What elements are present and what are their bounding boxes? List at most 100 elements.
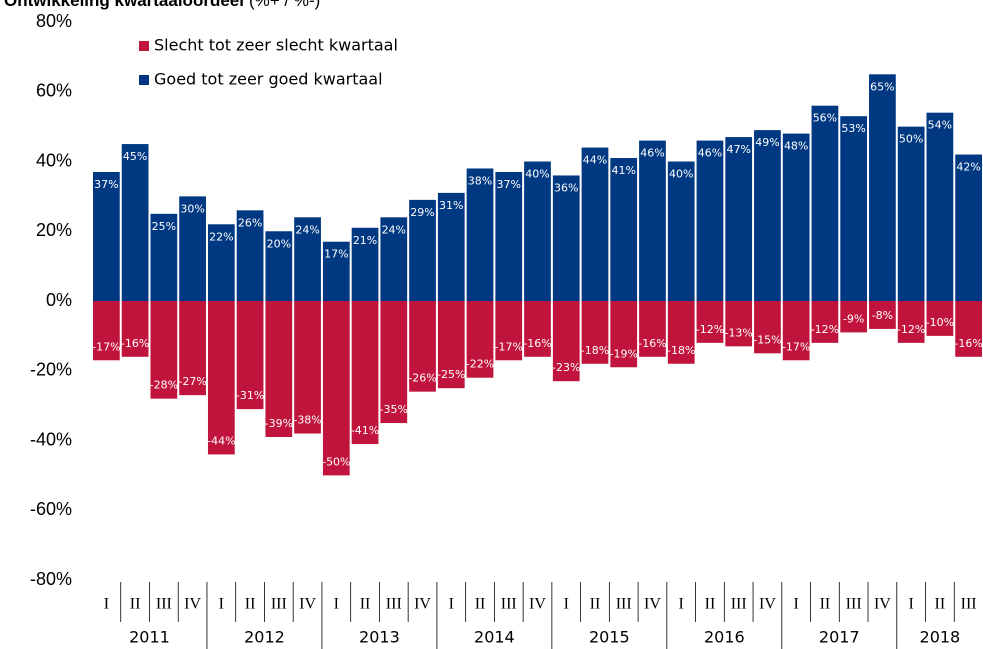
y-tick-label: 20%	[36, 220, 72, 240]
x-tick-label: III	[731, 596, 747, 613]
bar	[754, 130, 781, 301]
bar	[667, 301, 695, 364]
bar	[351, 227, 379, 301]
bar	[552, 175, 580, 301]
bar	[725, 137, 753, 301]
value-label: 48%	[784, 140, 808, 153]
value-label: -13%	[724, 326, 752, 339]
x-tick-label: III	[616, 596, 632, 613]
value-label: -17%	[495, 340, 523, 353]
year-label: 2015	[589, 628, 630, 647]
value-label: -39%	[265, 417, 293, 430]
x-tick-label: IV	[184, 596, 201, 613]
x-tick-label: II	[245, 596, 256, 613]
bar	[696, 140, 724, 301]
value-label: 56%	[813, 112, 837, 125]
value-label: -17%	[92, 340, 120, 353]
bar	[179, 301, 206, 396]
subtitle: (%+ / %-)	[249, 0, 320, 10]
bar	[466, 168, 494, 301]
bar	[581, 301, 609, 364]
value-label: 30%	[180, 202, 204, 215]
legend-swatch	[139, 41, 149, 51]
x-tick-label: I	[334, 596, 339, 613]
x-tick-label: II	[130, 596, 141, 613]
bar	[610, 301, 638, 368]
x-tick-label: II	[935, 596, 946, 613]
bar	[207, 224, 235, 301]
bar	[495, 301, 523, 361]
value-label: -12%	[696, 323, 724, 336]
value-label: -35%	[380, 403, 408, 416]
value-label: 49%	[755, 136, 779, 149]
bar	[322, 301, 350, 476]
x-tick-label: I	[908, 596, 913, 613]
value-label: 40%	[669, 168, 693, 181]
value-label: -31%	[236, 389, 264, 402]
x-tick-label: IV	[414, 596, 431, 613]
bar	[93, 171, 120, 301]
value-label: -38%	[293, 414, 321, 427]
bar	[409, 301, 436, 392]
value-label: -15%	[753, 333, 781, 346]
year-label: 2018	[920, 628, 961, 647]
bar	[667, 161, 695, 301]
value-label: 24%	[295, 223, 319, 236]
value-label: 46%	[640, 147, 664, 160]
value-label: 40%	[525, 168, 549, 181]
bar	[926, 112, 954, 301]
value-label: 38%	[468, 174, 492, 187]
y-tick-label: -60%	[30, 499, 72, 519]
bar	[552, 301, 580, 382]
x-tick-label: I	[104, 596, 109, 613]
value-label: -16%	[523, 337, 551, 350]
bar	[524, 301, 551, 357]
bar	[754, 301, 781, 354]
bar	[265, 301, 293, 438]
value-label: 47%	[726, 143, 750, 156]
bar	[897, 301, 925, 343]
value-label: 44%	[583, 154, 607, 167]
value-label: 24%	[382, 223, 406, 236]
value-label: 65%	[870, 80, 894, 93]
bar	[207, 301, 235, 455]
bar	[581, 147, 609, 301]
value-label: 29%	[410, 206, 434, 219]
bar	[121, 144, 149, 301]
bar	[265, 231, 293, 301]
value-label: -41%	[351, 424, 379, 437]
bar	[840, 301, 868, 333]
year-label: 2012	[244, 628, 285, 647]
x-tick-label: III	[961, 596, 977, 613]
bar	[955, 154, 982, 301]
x-tick-label: II	[475, 596, 486, 613]
bar	[380, 301, 408, 424]
bar	[179, 196, 206, 301]
y-tick-label: -80%	[30, 569, 72, 589]
value-label: -8%	[872, 309, 893, 322]
value-label: 41%	[611, 164, 635, 177]
x-tick-label: I	[219, 596, 224, 613]
legend-label: Slecht tot zeer slecht kwartaal	[154, 36, 398, 55]
x-tick-label: IV	[529, 596, 546, 613]
bar	[322, 241, 350, 301]
bar	[782, 133, 810, 301]
x-tick-label: IV	[644, 596, 661, 613]
value-label: 45%	[123, 150, 147, 163]
x-tick-label: III	[271, 596, 287, 613]
value-label: -18%	[667, 344, 695, 357]
bar	[495, 171, 523, 301]
title: Ontwikkeling kwartaaloordeel	[4, 0, 244, 10]
y-tick-label: 0%	[46, 290, 72, 310]
x-tick-label: IV	[759, 596, 776, 613]
x-tick-label: III	[386, 596, 402, 613]
value-label: -9%	[843, 312, 864, 325]
x-tick-label: I	[564, 596, 569, 613]
value-label: 25%	[152, 220, 176, 233]
x-tick-label: III	[156, 596, 172, 613]
legend-swatch	[139, 75, 149, 85]
value-label: 22%	[209, 230, 233, 243]
x-tick-label: II	[705, 596, 716, 613]
bar	[639, 301, 666, 357]
